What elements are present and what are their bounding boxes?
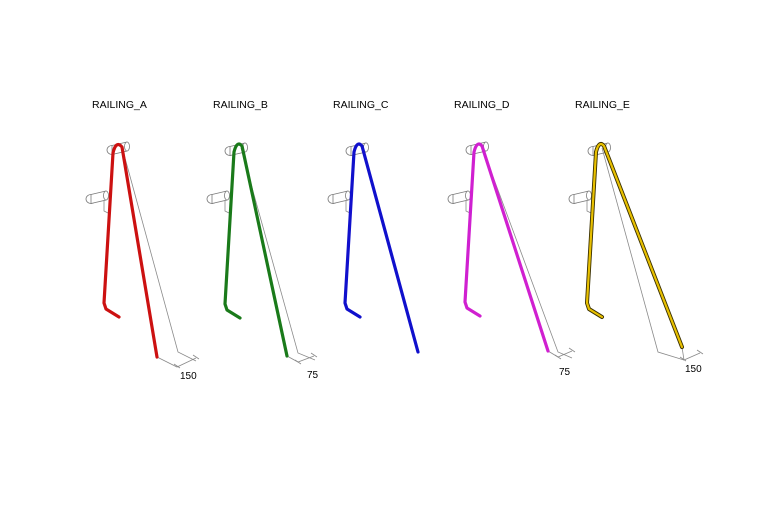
cylinder-bracket-icon — [327, 190, 351, 214]
railing-c-label: RAILING_C — [333, 99, 389, 111]
railing-a-dimension: 150 — [180, 371, 197, 382]
railing-b-group: RAILING_B 75 — [206, 99, 319, 381]
railing-b-label: RAILING_B — [213, 99, 268, 111]
railing-d-dimension: 75 — [559, 367, 571, 378]
cylinder-bracket-icon — [447, 190, 471, 214]
cylinder-bracket-icon — [85, 190, 109, 214]
railing-a-label: RAILING_A — [92, 99, 147, 111]
railing-d-rail — [463, 142, 550, 353]
railing-e-group: RAILING_E 150 — [568, 99, 704, 375]
railing-a-group: RAILING_A 150 — [85, 99, 200, 382]
railing-e-rail — [585, 142, 684, 349]
cylinder-bracket-icon — [206, 190, 230, 214]
railing-d-group: RAILING_D 75 — [447, 99, 576, 378]
railing-e-dimension: 150 — [685, 364, 702, 375]
railing-b-rail — [223, 142, 289, 358]
railing-a-rail — [102, 142, 159, 359]
cylinder-bracket-icon — [568, 190, 592, 214]
railing-e-label: RAILING_E — [575, 99, 630, 111]
railing-c-rail — [343, 142, 420, 354]
railing-c-group: RAILING_C — [327, 99, 420, 354]
railing-d-label: RAILING_D — [454, 99, 510, 111]
railing-b-dimension: 75 — [307, 370, 319, 381]
